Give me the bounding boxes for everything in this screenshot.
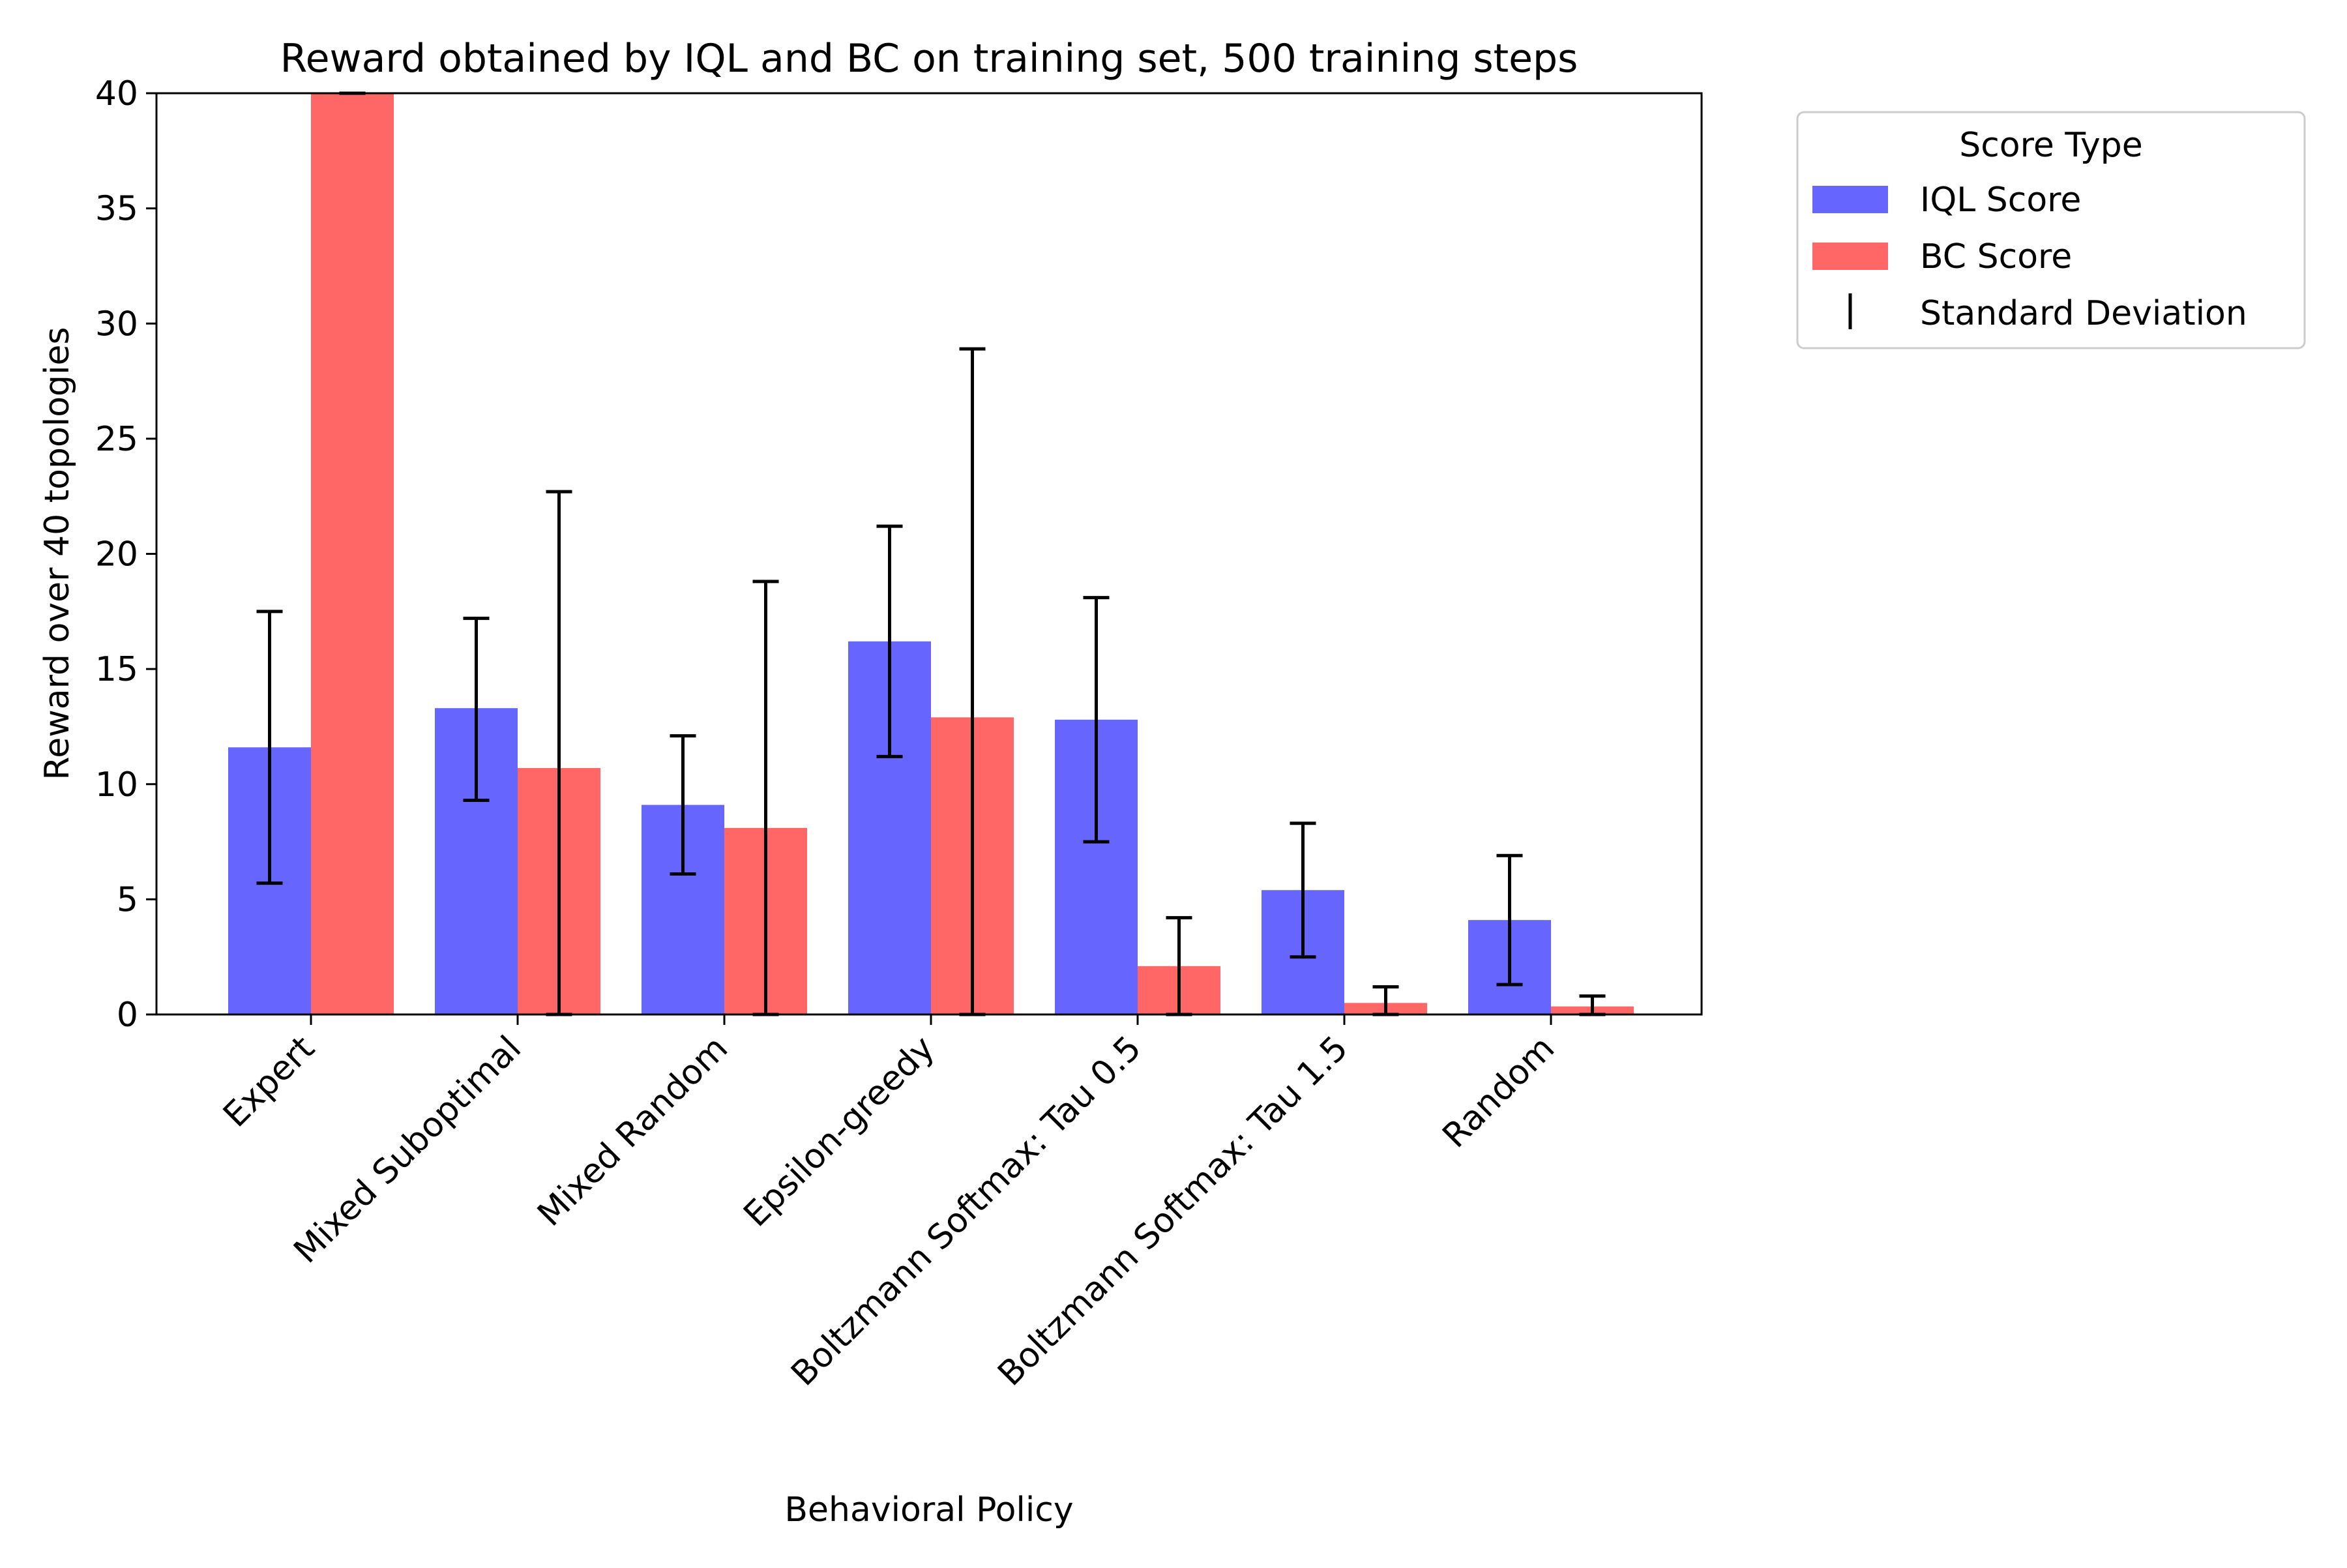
legend: Score Type IQL Score BC Score Standard D… [1796,111,2306,349]
legend-label-iql: IQL Score [1920,181,2081,220]
legend-title: Score Type [1959,126,2143,165]
error-bar-iql-score-mixed-random [670,734,696,876]
legend-swatch-iql [1812,186,1888,213]
error-bar-iql-score-expert [256,610,283,885]
y-tick-label: 5 [117,880,138,919]
y-axis: 0 5 10 15 20 25 30 35 40 [95,74,156,1035]
legend-label-std: Standard Deviation [1920,294,2247,333]
legend-swatch-bc [1812,243,1888,270]
y-tick-label: 15 [95,650,138,689]
legend-frame [1796,111,2306,349]
y-tick-label: 20 [95,535,138,574]
y-tick-label: 25 [95,420,138,459]
chart-title: Reward obtained by IQL and BC on trainin… [280,36,1578,81]
y-tick-label: 30 [95,304,138,344]
y-tick-label: 35 [95,190,138,229]
error-bar-iql-score-boltzmann-softmax-tau-1-5 [1290,821,1316,959]
x-axis-label: Behavioral Policy [784,1490,1073,1530]
legend-label-bc: BC Score [1920,237,2072,276]
error-bar-iql-score-boltzmann-softmax-tau-0-5 [1083,596,1110,844]
error-bar-iql-score-random [1496,853,1523,986]
error-bar-iql-score-mixed-suboptimal [463,616,490,802]
y-tick-label: 40 [95,74,138,113]
y-tick-label: 10 [95,765,138,805]
error-bar-iql-score-epsilon-greedy [876,524,903,758]
y-tick-label: 0 [117,996,138,1035]
bar-bc-score-expert [311,93,394,1014]
y-axis-label: Reward over 40 topologies [38,327,77,780]
